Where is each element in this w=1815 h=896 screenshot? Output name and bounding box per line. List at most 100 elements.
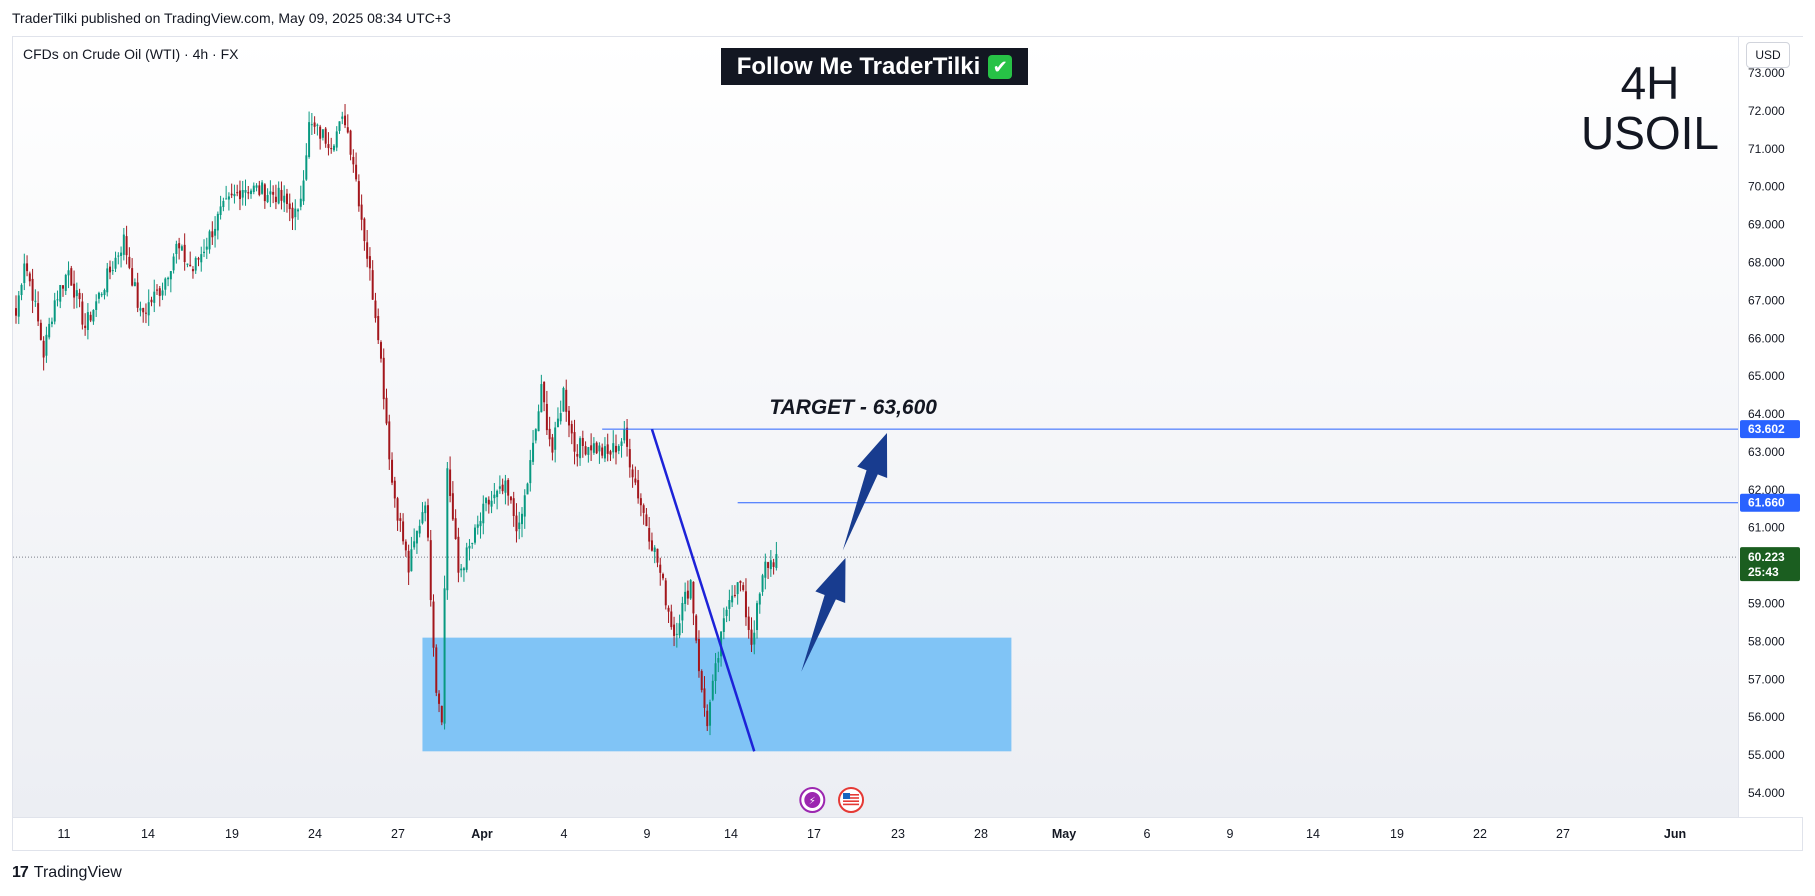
candle-body	[247, 192, 250, 194]
candle	[56, 290, 59, 307]
candle	[440, 705, 443, 726]
candle-body	[526, 483, 529, 495]
candle	[335, 126, 338, 152]
candle	[338, 121, 341, 134]
candle-body	[479, 520, 482, 527]
candle-body	[86, 312, 89, 330]
currency-button[interactable]: USD	[1746, 42, 1790, 68]
candle-body	[462, 568, 465, 571]
candle-body	[280, 189, 283, 201]
candle	[133, 278, 136, 287]
target-arrow[interactable]	[842, 433, 888, 551]
candle-body	[736, 582, 739, 595]
candle	[109, 260, 112, 280]
candle	[203, 239, 206, 258]
symbol-label[interactable]: CFDs on Crude Oil (WTI) · 4h · FX	[23, 46, 239, 62]
price-tick-label: 57.000	[1748, 672, 1785, 686]
candle	[736, 582, 739, 605]
candle	[697, 630, 700, 678]
demand-zone[interactable]	[422, 637, 1012, 752]
candle-body	[313, 122, 316, 127]
candle	[637, 469, 640, 504]
candle-body	[391, 459, 394, 483]
candle-body	[53, 300, 56, 322]
candle-body	[493, 494, 496, 499]
candle	[62, 285, 65, 297]
target-arrow[interactable]	[801, 558, 846, 672]
candle-body	[650, 540, 653, 551]
candle-body	[485, 497, 488, 504]
candle-body	[648, 527, 651, 542]
current-price-tag	[1740, 547, 1800, 582]
candle-body	[214, 228, 217, 236]
candle	[576, 444, 579, 467]
candle-body	[601, 447, 604, 456]
candle-body	[769, 560, 772, 570]
candle	[211, 221, 214, 245]
timeframe-line: 4H	[1620, 57, 1680, 109]
candle-body	[167, 277, 170, 280]
candle-body	[731, 595, 734, 603]
candle	[753, 620, 756, 655]
candle-body	[92, 309, 95, 322]
candle	[601, 443, 604, 459]
candle-body	[39, 322, 42, 340]
candle	[355, 152, 358, 182]
candle	[153, 279, 156, 313]
candle-body	[114, 257, 117, 269]
candle	[233, 184, 236, 204]
candle	[750, 617, 753, 653]
tradingview-logo[interactable]: 17 TradingView	[12, 864, 122, 882]
candle	[142, 307, 145, 323]
candle	[255, 183, 258, 192]
us-flag-event-icon[interactable]	[838, 787, 865, 813]
candle-body	[761, 575, 764, 592]
brand-text: TradingView	[33, 864, 122, 881]
level-price-tag	[1740, 420, 1800, 439]
candle	[722, 607, 725, 640]
candle	[587, 446, 590, 463]
candle	[299, 185, 302, 211]
candle	[692, 581, 695, 626]
candle	[319, 124, 322, 150]
candle-body	[424, 505, 427, 514]
candle	[700, 669, 703, 693]
candle	[731, 585, 734, 608]
candle-body	[200, 254, 203, 263]
candle-body	[294, 208, 297, 218]
candle-body	[468, 545, 471, 549]
candle-body	[554, 427, 557, 450]
candle-body	[512, 498, 515, 516]
candle	[324, 126, 327, 148]
lightning-event-icon[interactable]: ⚡	[799, 787, 826, 813]
candle	[258, 180, 261, 197]
candle-body	[739, 580, 742, 583]
candle-body	[17, 295, 20, 317]
event-core	[804, 792, 821, 808]
candle	[180, 244, 183, 251]
candle-body	[95, 301, 98, 310]
candle-body	[191, 269, 194, 272]
candle-body	[169, 271, 172, 280]
candle	[15, 295, 17, 324]
candle	[684, 582, 687, 612]
candle	[316, 123, 319, 136]
candle-body	[686, 590, 689, 599]
candle	[363, 217, 366, 251]
candle-body	[473, 527, 476, 543]
candle	[186, 263, 189, 268]
candle	[280, 181, 283, 210]
candle	[31, 268, 34, 314]
candle	[667, 605, 670, 623]
candle-body	[222, 201, 225, 208]
candle	[656, 548, 659, 568]
trendline[interactable]	[650, 428, 756, 752]
candle	[457, 527, 460, 583]
current-price-label: 60.223	[1748, 550, 1785, 564]
level-price-tag-label: 63.602	[1748, 422, 1785, 436]
candle-body	[606, 444, 609, 454]
candle-body	[310, 124, 313, 126]
candle	[615, 434, 618, 465]
target-annotation[interactable]: TARGET - 63,600	[769, 396, 937, 419]
candle-body	[81, 301, 84, 325]
